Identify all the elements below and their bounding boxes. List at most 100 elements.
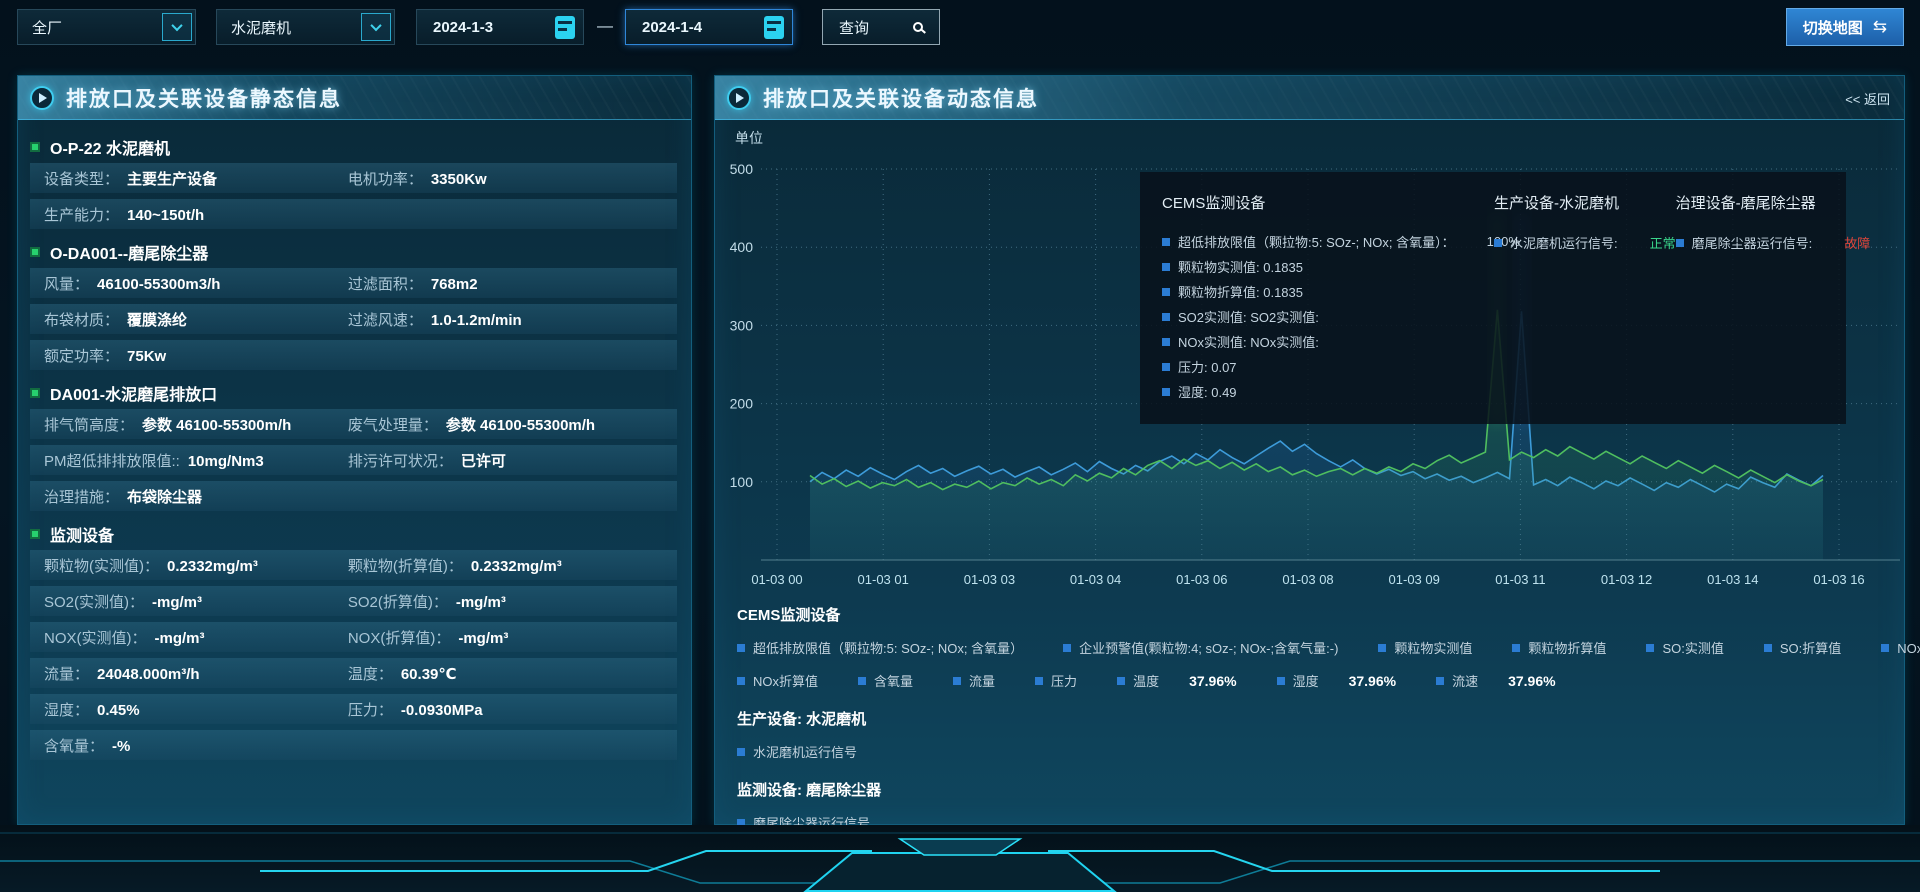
svg-text:01-03 16: 01-03 16 [1813, 572, 1864, 587]
device-select[interactable]: 水泥磨机 [216, 9, 395, 45]
legend-item[interactable]: 颗粒物折算值 [1512, 638, 1606, 657]
svg-text:100: 100 [730, 474, 754, 490]
legend-item-label: SO:折算值 [1779, 641, 1842, 656]
legend-item[interactable]: 颗粒物实测值 [1378, 638, 1472, 657]
tooltip-item-value: 故障 [1844, 236, 1871, 251]
info-label: NOX(折算值)： [347, 629, 451, 647]
start-date-value: 2024-1-3 [433, 18, 494, 36]
legend-item-label: 含氧量 [874, 674, 914, 689]
info-row: 生产能力： 140~150t/h [30, 199, 677, 229]
legend-item-label: 流速 [1452, 674, 1479, 689]
legend-square-icon [1162, 237, 1170, 246]
legend-square-icon [1162, 387, 1170, 396]
legend-item-label: NOx实测值 [1897, 641, 1920, 656]
section-title: O-P-22 水泥磨机 [30, 130, 677, 163]
info-value: 0.2332mg/m³ [470, 557, 562, 575]
info-label: 布袋材质： [44, 311, 120, 329]
section-title-label: 监测设备 [50, 527, 115, 545]
legend-item[interactable]: 超低排放限值（颗拉物:5: SOz-; NOx; 含氧量） [737, 638, 1023, 657]
tooltip-item-label: 磨尾除尘器运行信号: [1691, 236, 1813, 251]
dynamic-info-panel: 排放口及关联设备动态信息 << 返回 单位 100 200 300 400 500 01-… [714, 75, 1920, 831]
legend-item[interactable]: NOx折算值 [737, 671, 818, 690]
legend-item[interactable]: SO:折算值 [1763, 638, 1842, 657]
info-label: 治理措施： [44, 488, 120, 506]
calendar-icon[interactable] [555, 15, 575, 39]
play-icon [727, 85, 751, 110]
chevron-down-icon[interactable] [162, 13, 192, 41]
swap-arrows-icon: ⇆ [1872, 17, 1887, 36]
tooltip-item: 磨尾除尘器运行信号: 故障 [1675, 229, 1871, 256]
info-cell: SO2(折算值)： -mg/m³ [348, 591, 677, 612]
svg-text:01-03 08: 01-03 08 [1282, 572, 1333, 587]
legend-item[interactable]: 温度 37.96% [1117, 671, 1237, 690]
svg-text:01-03 00: 01-03 00 [751, 572, 802, 587]
legend-square-icon [1117, 676, 1126, 685]
svg-text:01-03 03: 01-03 03 [964, 572, 1015, 587]
legend-square-icon [1763, 643, 1772, 652]
tooltip-item-value: 正常 [1649, 236, 1676, 251]
dynamic-panel-header: 排放口及关联设备动态信息 << 返回 [715, 76, 1904, 120]
chevron-glyph [370, 19, 382, 32]
info-cell: 电机功率： 3350Kw [348, 168, 677, 189]
plant-select[interactable]: 全厂 [17, 9, 196, 45]
info-cell: 过滤风速： 1.0-1.2m/min [348, 309, 677, 330]
info-value: -0.0930MPa [400, 701, 483, 719]
legend-item[interactable]: 流量 [953, 671, 995, 690]
end-date-picker[interactable]: 2024-1-4 [625, 9, 793, 45]
legend-item-production-signal[interactable]: 水泥磨机运行信号 [737, 742, 1897, 761]
production-block: 生产设备: 水泥磨机 水泥磨机运行信号 [737, 708, 1897, 761]
date-range-separator: — [597, 18, 613, 35]
legend-cems-title: CEMS监测设备 [737, 607, 841, 624]
svg-text:01-03 09: 01-03 09 [1389, 572, 1440, 587]
legend-item[interactable]: SO:实测值 [1646, 638, 1724, 657]
info-row: 颗粒物(实测值)： 0.2332mg/m³ 颗粒物(折算值)： 0.2332mg/m³ [30, 550, 677, 580]
green-square-icon [30, 528, 40, 539]
info-row: NOX(实测值)： -mg/m³ NOX(折算值)： -mg/m³ [30, 622, 677, 652]
info-label: 过滤面积： [347, 275, 423, 293]
switch-map-label: 切换地图 [1802, 19, 1863, 37]
svg-text:400: 400 [730, 239, 754, 255]
tooltip-item-label: 颗粒物实测值: 0.1835 [1178, 260, 1303, 275]
info-value: 参数 46100-55300m/h [142, 416, 292, 434]
legend-item-label: 企业预警值(颗粒物:4; sOz-; NOx-;含氧气量:-) [1079, 641, 1339, 656]
legend-item[interactable]: 含氧量 [858, 671, 913, 690]
info-value: 60.39℃ [400, 665, 457, 683]
switch-map-button[interactable]: 切换地图 ⇆ [1785, 8, 1904, 46]
static-panel-title: 排放口及关联设备静态信息 [66, 87, 342, 111]
legend-item[interactable]: 企业预警值(颗粒物:4; sOz-; NOx-;含氧气量:-) [1063, 638, 1338, 657]
legend-item-value: 37.96% [1508, 672, 1556, 689]
info-row: 治理措施： 布袋除尘器 [30, 481, 677, 511]
legend-square-icon [1436, 676, 1445, 685]
tooltip-item-label: 超低排放限值（颗拉物:5: SOz-; NOx; 含氧量）： [1178, 235, 1455, 250]
legend-square-icon [1162, 262, 1170, 271]
info-value: -mg/m³ [455, 593, 506, 611]
tooltip-column: 生产设备-水泥磨机 水泥磨机运行信号: 正常 [1494, 192, 1676, 404]
tooltip-item: 超低排放限值（颗拉物:5: SOz-; NOx; 含氧量）： 100% [1162, 229, 1520, 254]
legend-item[interactable]: 湿度 37.96% [1276, 671, 1396, 690]
info-row: 额定功率： 75Kw [30, 340, 677, 370]
chevron-down-icon[interactable] [361, 13, 391, 41]
tooltip-column-title: 治理设备-磨尾除尘器 [1675, 195, 1816, 212]
svg-text:01-03 01: 01-03 01 [858, 572, 909, 587]
info-row: 湿度： 0.45% 压力： -0.0930MPa [30, 694, 677, 724]
info-row: SO2(实测值)： -mg/m³ SO2(折算值)： -mg/m³ [30, 586, 677, 616]
legend-item[interactable]: 压力 [1035, 671, 1077, 690]
start-date-picker[interactable]: 2024-1-3 [416, 9, 584, 45]
legend-square-icon [1276, 676, 1285, 685]
production-item-label: 水泥磨机运行信号 [753, 745, 858, 760]
info-value: 140~150t/h [127, 206, 205, 224]
info-cell: 湿度： 0.45% [44, 699, 348, 720]
back-link[interactable]: << 返回 [1845, 92, 1890, 107]
tooltip-item-label: NOx实测值: NOx实测值: [1178, 335, 1319, 350]
legend-item[interactable]: 流速 37.96% [1436, 671, 1556, 690]
info-label: 过滤风速： [347, 311, 423, 329]
info-label: 电机功率： [347, 170, 423, 188]
query-button[interactable]: 查询 [822, 9, 940, 45]
tooltip-column: 治理设备-磨尾除尘器磨尾除尘器运行信号: 故障 [1675, 192, 1871, 404]
calendar-icon[interactable] [764, 15, 784, 39]
info-label: 风量： [44, 275, 90, 293]
chart-tooltip: CEMS监测设备 超低排放限值（颗拉物:5: SOz-; NOx; 含氧量）： 10… [1140, 172, 1870, 424]
legend-item[interactable]: NOx实测值 [1881, 638, 1920, 657]
info-label: SO2(实测值)： [44, 593, 145, 611]
tooltip-item: 颗粒物折算值: 0.1835 [1162, 279, 1494, 304]
